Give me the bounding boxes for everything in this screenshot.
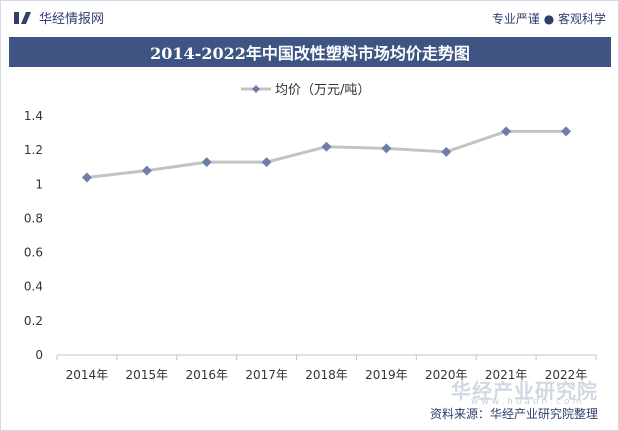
y-tick-label: 1 — [35, 177, 43, 191]
data-point — [561, 126, 572, 137]
legend-label: 均价（万元/吨） — [275, 83, 370, 98]
y-tick-label: 0.8 — [24, 211, 43, 225]
y-tick-label: 0.6 — [24, 246, 43, 260]
y-tick-label: 0.2 — [24, 314, 43, 328]
data-point — [201, 157, 212, 168]
source-note: 资料来源：华经产业研究院整理 — [429, 407, 598, 421]
data-point — [441, 146, 452, 157]
y-tick-label: 1.4 — [24, 109, 43, 123]
x-tick-label: 2022年 — [545, 368, 588, 382]
x-tick-label: 2019年 — [365, 368, 408, 382]
x-tick-label: 2016年 — [185, 368, 228, 382]
x-tick-label: 2015年 — [126, 368, 169, 382]
data-point — [261, 157, 272, 168]
data-point — [381, 143, 392, 154]
x-tick-label: 2018年 — [305, 368, 348, 382]
watermark-url: www.huaon.com — [471, 397, 585, 407]
y-tick-label: 1.2 — [24, 143, 43, 157]
y-tick-label: 0.4 — [24, 280, 43, 294]
x-tick-label: 2017年 — [245, 368, 288, 382]
top-bar: 华经情报网 专业严谨 ● 客观科学 — [1, 1, 618, 35]
data-point — [81, 172, 92, 183]
brand-name: 华经情报网 — [39, 12, 105, 27]
x-tick-label: 2014年 — [66, 368, 109, 382]
brand-logo-icon — [14, 11, 31, 24]
chart-title: 2014-2022年中国改性塑料市场均价走势图 — [9, 37, 611, 67]
series-line — [86, 129, 567, 179]
brand: 华经情报网 — [13, 8, 104, 27]
data-point — [501, 126, 512, 137]
x-tick-label: 2021年 — [485, 368, 528, 382]
data-point — [321, 141, 332, 152]
y-tick-label: 0 — [35, 348, 43, 362]
watermark: 华经产业研究院 — [451, 379, 598, 403]
slogan: 专业严谨 ● 客观科学 — [491, 12, 606, 26]
data-point — [141, 165, 152, 176]
legend-marker — [252, 85, 260, 93]
x-tick-label: 2020年 — [425, 368, 468, 382]
